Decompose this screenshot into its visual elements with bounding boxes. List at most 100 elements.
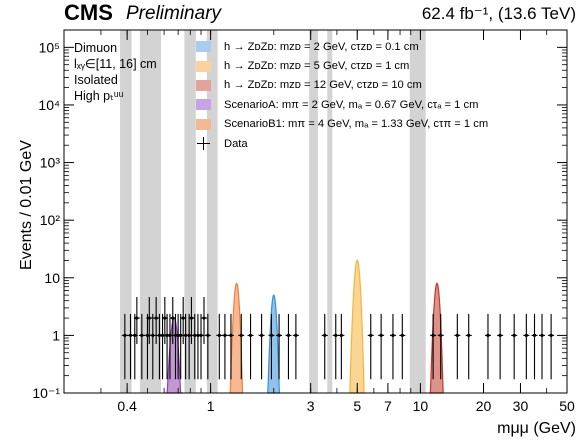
data-point	[149, 313, 156, 380]
data-marker	[369, 333, 373, 337]
data-marker	[128, 333, 133, 337]
data-marker	[202, 316, 206, 320]
veto-band	[409, 30, 426, 393]
legend-item: ScenarioB1: mπ = 4 GeV, mₐ = 1.33 GeV, c…	[196, 115, 488, 134]
legend-swatch	[196, 60, 211, 72]
legend-label: ScenarioA: mπ = 2 GeV, mₐ = 0.67 GeV, cτ…	[224, 98, 479, 111]
data-point	[538, 313, 545, 380]
y-tick-label: 10⁻¹	[32, 385, 60, 401]
data-point	[156, 313, 163, 380]
data-point	[146, 296, 153, 344]
data-point	[153, 296, 160, 344]
data-marker	[199, 333, 203, 337]
data-point	[292, 313, 299, 380]
data-point	[216, 313, 223, 380]
data-marker	[439, 333, 443, 337]
selection-line: lₓᵧ∈[11, 16] cm	[74, 57, 157, 71]
signal-peak	[429, 282, 444, 394]
data-point	[268, 313, 275, 380]
veto-band	[327, 30, 333, 393]
axes: 10⁻¹ 1 10 10² 10³ 10⁴ 10⁵ 0.4 1 3 5 7 10 20 30 50	[32, 30, 575, 414]
data-marker	[259, 333, 264, 337]
data-point	[194, 313, 201, 380]
data-marker	[168, 333, 172, 337]
data-marker	[189, 316, 194, 320]
luminosity-label: 62.4 fb⁻¹, (13.6 TeV)	[421, 4, 576, 23]
signal-peak	[266, 294, 281, 394]
data-point	[430, 313, 437, 380]
data-marker	[334, 333, 338, 337]
data-point	[511, 313, 518, 380]
data-marker	[277, 333, 281, 337]
veto-band	[206, 30, 218, 393]
legend-item: h → ZᴅZᴅ: mᴢᴅ = 12 GeV, cτᴢᴅ = 10 cm	[196, 76, 488, 95]
data-marker	[498, 333, 502, 337]
data-point	[465, 313, 472, 380]
y-tick-label: 10⁵	[39, 39, 60, 55]
data-marker	[269, 333, 274, 337]
data-marker	[151, 333, 155, 337]
data-point	[188, 296, 195, 344]
legend-label: h → ZᴅZᴅ: mᴢᴅ = 2 GeV, cτᴢᴅ = 0.1 cm	[224, 40, 419, 53]
legend-label: ScenarioB1: mπ = 4 GeV, mₐ = 1.33 GeV, c…	[224, 118, 489, 131]
x-tick-label: 50	[559, 398, 575, 414]
y-tick-label: 10²	[40, 212, 61, 228]
preliminary-text: Preliminary	[126, 3, 222, 24]
x-axis-label: mμμ (GeV)	[497, 420, 576, 437]
x-tick-label: 5	[353, 398, 361, 414]
data-marker	[147, 316, 151, 320]
data-marker	[160, 333, 165, 337]
veto-band	[184, 30, 196, 393]
veto-band	[120, 30, 132, 393]
y-tick-label: 10³	[40, 155, 61, 171]
data-point	[332, 313, 339, 380]
selection-labels: Dimuon lₓᵧ∈[11, 16] cm Isolated High pₜᵘ…	[74, 40, 157, 104]
data-point	[484, 313, 491, 380]
data-marker	[323, 333, 327, 337]
data-marker-icon	[196, 137, 211, 151]
data-marker	[171, 316, 175, 320]
data-marker	[135, 316, 139, 320]
data-marker	[540, 333, 544, 337]
legend-label: h → ZᴅZᴅ: mᴢᴅ = 12 GeV, cτᴢᴅ = 10 cm	[224, 79, 422, 92]
data-point	[338, 313, 345, 380]
data-point	[437, 313, 444, 380]
data-marker	[239, 333, 243, 337]
data-marker	[196, 333, 200, 337]
data-marker	[391, 333, 395, 337]
data-point	[198, 313, 205, 380]
legend: h → ZᴅZᴅ: mᴢᴅ = 2 GeV, cτᴢᴅ = 0.1 cm h →…	[196, 37, 488, 153]
data-point	[285, 313, 292, 380]
data-marker	[294, 333, 298, 337]
cms-logo-text: CMS	[64, 0, 113, 25]
data-marker	[163, 316, 167, 320]
selection-line: High pₜᵘᵘ	[74, 89, 124, 103]
legend-item: Data	[196, 134, 488, 153]
data-point	[133, 296, 140, 344]
data-point	[276, 313, 283, 380]
y-tick-label: 1	[52, 327, 60, 343]
legend-item: h → ZᴅZᴅ: mᴢᴅ = 2 GeV, cτᴢᴅ = 0.1 cm	[196, 37, 488, 56]
data-marker	[223, 333, 227, 337]
data-marker	[133, 333, 137, 337]
data-marker	[400, 333, 404, 337]
data-point	[121, 313, 128, 380]
y-tick-label: 10	[44, 270, 60, 286]
signal-peak	[349, 259, 365, 394]
data-point	[531, 313, 538, 380]
data-point	[321, 313, 328, 380]
data-marker	[467, 333, 471, 337]
x-tick-label: 10	[413, 398, 429, 414]
data-point	[389, 313, 396, 380]
data-marker	[123, 333, 127, 337]
data-marker	[549, 333, 553, 337]
x-tick-label: 20	[476, 398, 492, 414]
x-tick-label: 30	[513, 398, 529, 414]
data-marker	[181, 316, 185, 320]
x-tick-label: 1	[207, 398, 215, 414]
selection-line: Isolated	[74, 73, 118, 87]
data-point	[523, 313, 530, 380]
data-marker	[157, 333, 162, 337]
